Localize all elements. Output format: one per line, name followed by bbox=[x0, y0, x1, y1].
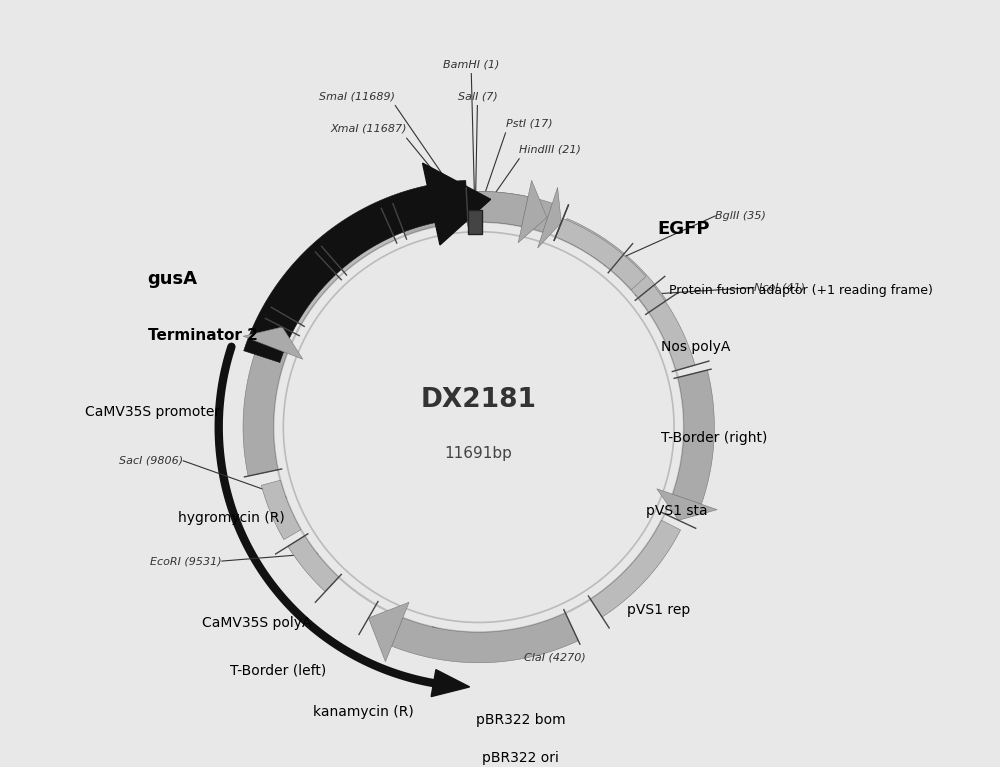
Polygon shape bbox=[556, 219, 646, 290]
Polygon shape bbox=[243, 327, 303, 359]
Polygon shape bbox=[518, 180, 547, 242]
Text: Nos polyA: Nos polyA bbox=[661, 341, 731, 354]
Text: BamHI (1): BamHI (1) bbox=[443, 59, 499, 69]
Polygon shape bbox=[368, 602, 409, 662]
Text: HindIII (21): HindIII (21) bbox=[519, 144, 581, 154]
Bar bbox=[468, 209, 482, 234]
Polygon shape bbox=[466, 192, 552, 232]
Text: Terminator 2: Terminator 2 bbox=[148, 328, 258, 344]
Text: XmaI (11687): XmaI (11687) bbox=[330, 123, 407, 133]
Text: pBR322 ori: pBR322 ori bbox=[482, 751, 559, 765]
Text: DX2181: DX2181 bbox=[421, 387, 537, 413]
Text: SmaI (11689): SmaI (11689) bbox=[319, 91, 395, 101]
Text: CaMV35S polyA: CaMV35S polyA bbox=[202, 616, 311, 630]
Polygon shape bbox=[244, 180, 468, 363]
Polygon shape bbox=[243, 342, 287, 476]
Polygon shape bbox=[394, 192, 528, 235]
Polygon shape bbox=[673, 370, 714, 504]
Text: PstI (17): PstI (17) bbox=[506, 118, 552, 128]
Text: EcoRI (9531): EcoRI (9531) bbox=[150, 556, 222, 566]
Text: ClaI (4270): ClaI (4270) bbox=[524, 653, 585, 663]
Text: pBR322 bom: pBR322 bom bbox=[476, 713, 565, 727]
Text: pVS1 rep: pVS1 rep bbox=[627, 603, 690, 617]
Polygon shape bbox=[590, 520, 681, 617]
Text: T-Border (right): T-Border (right) bbox=[661, 432, 768, 446]
Text: kanamycin (R): kanamycin (R) bbox=[313, 705, 414, 719]
Text: SalI (7): SalI (7) bbox=[458, 91, 497, 101]
Polygon shape bbox=[613, 256, 666, 312]
Polygon shape bbox=[431, 670, 470, 696]
Text: 11691bp: 11691bp bbox=[445, 446, 513, 461]
Text: SacI (9806): SacI (9806) bbox=[119, 456, 183, 466]
Text: pVS1 sta: pVS1 sta bbox=[646, 504, 708, 518]
Polygon shape bbox=[657, 489, 717, 520]
Polygon shape bbox=[288, 536, 339, 591]
Text: hygromycin (R): hygromycin (R) bbox=[178, 512, 285, 525]
Polygon shape bbox=[331, 222, 395, 272]
Text: NcoI (41): NcoI (41) bbox=[754, 282, 805, 292]
Polygon shape bbox=[423, 163, 491, 245]
Text: CaMV35S promoter: CaMV35S promoter bbox=[85, 405, 220, 419]
Polygon shape bbox=[559, 219, 624, 270]
Polygon shape bbox=[261, 480, 301, 540]
Polygon shape bbox=[284, 262, 339, 324]
Polygon shape bbox=[392, 613, 578, 663]
Polygon shape bbox=[538, 187, 561, 248]
Text: EGFP: EGFP bbox=[657, 220, 710, 239]
Text: T-Border (left): T-Border (left) bbox=[230, 663, 327, 677]
Text: Protein fusion adaptor (+1 reading frame): Protein fusion adaptor (+1 reading frame… bbox=[669, 284, 933, 297]
Polygon shape bbox=[638, 285, 695, 370]
Text: BglII (35): BglII (35) bbox=[715, 211, 766, 221]
Text: gusA: gusA bbox=[147, 270, 197, 288]
